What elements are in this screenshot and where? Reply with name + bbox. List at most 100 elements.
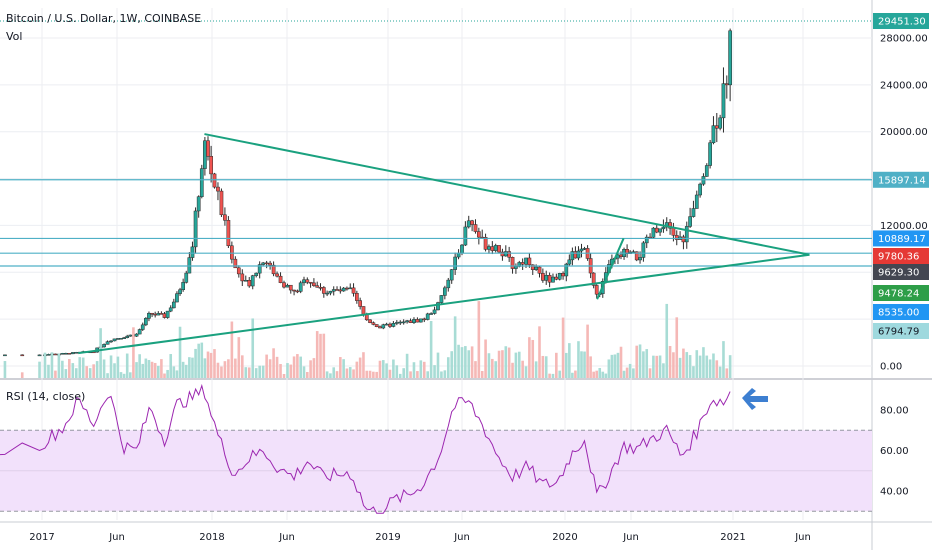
candle-body (463, 226, 468, 246)
candle-body (254, 272, 259, 276)
candle-body (70, 352, 75, 355)
candle-body (219, 190, 224, 216)
volume-bar (548, 373, 551, 378)
volume-bar (223, 361, 227, 378)
volume-bar (244, 367, 248, 378)
rsi-line (0, 383, 731, 514)
volume-bar (619, 346, 623, 378)
volume-bar (43, 352, 47, 378)
candle-body (564, 263, 569, 277)
price-tick-label: 12000.00 (880, 221, 928, 232)
time-tick-label: 2019 (375, 532, 400, 543)
volume-bar (64, 369, 68, 378)
candle-body (355, 292, 359, 301)
candle-body (415, 319, 420, 323)
volume-bar (392, 359, 395, 378)
candle-body (638, 257, 642, 261)
candle-body (302, 279, 306, 284)
volume-bar (332, 367, 336, 378)
volume-bar (514, 352, 518, 378)
candle-body (401, 321, 406, 324)
candle-body (711, 125, 716, 144)
volume-bar (265, 354, 268, 378)
volume-bar (71, 363, 75, 378)
candle-body (694, 194, 699, 209)
candle-body (544, 275, 549, 281)
candle-body (684, 226, 689, 243)
volume-bar (102, 359, 106, 378)
volume-bar (409, 371, 412, 378)
volume-bar (480, 370, 484, 378)
candle-body (74, 352, 79, 354)
volume-bar (109, 355, 113, 378)
candle-body (20, 354, 25, 357)
candle-body (230, 245, 234, 260)
candle-body (3, 354, 7, 357)
candle-body (275, 273, 279, 277)
volume-bar (645, 349, 649, 378)
volume-bar (484, 339, 487, 378)
candle-body (466, 220, 471, 228)
candle-body (573, 251, 578, 259)
volume-bar (385, 363, 388, 378)
candle-body (345, 287, 349, 290)
candle-body (644, 236, 649, 244)
candle-body (125, 335, 130, 338)
volume-bar (665, 303, 669, 378)
time-tick-label: 2021 (720, 532, 745, 543)
volume-bar (47, 364, 50, 378)
price-tick-label: 20000.00 (880, 127, 928, 138)
volume-bar (708, 359, 712, 378)
volume-label: Vol (6, 30, 23, 43)
volume-bar (335, 371, 339, 378)
candle-body (116, 338, 120, 340)
candle-body (226, 220, 231, 247)
volume-bar (302, 366, 306, 378)
candle-body (119, 337, 123, 340)
candle-body (206, 140, 210, 157)
candle-body (147, 312, 151, 319)
candle-body (688, 216, 692, 227)
volume-bar (116, 356, 120, 378)
volume-bar (601, 371, 605, 378)
volume-bar (305, 372, 309, 378)
candle-body (257, 264, 262, 274)
volume-bar (538, 326, 541, 378)
volume-bar (446, 357, 450, 378)
volume-bar (568, 343, 571, 378)
volume-bar (662, 363, 665, 378)
price-level-tag (873, 285, 929, 301)
candle-body (728, 30, 732, 86)
candle-body (490, 246, 495, 251)
candle-body (422, 318, 427, 321)
candle-body (247, 280, 252, 287)
volume-bar (586, 324, 589, 378)
volume-bar (61, 360, 64, 378)
volume-bar (220, 366, 223, 378)
volume-bar (184, 364, 188, 378)
volume-bar (402, 368, 405, 378)
candle-body (527, 257, 532, 266)
candle-body (184, 272, 189, 283)
volume-bar (309, 360, 312, 378)
volume-bar (166, 369, 169, 378)
candle-body (321, 287, 326, 294)
candle-body (579, 248, 584, 252)
volume-bar (147, 360, 151, 378)
volume-bar (440, 371, 443, 378)
volume-bar (705, 355, 709, 378)
candle-body (282, 282, 286, 288)
volume-bar (561, 317, 565, 378)
candle-body (436, 302, 440, 311)
volume-bar (658, 355, 662, 378)
candle-body (381, 324, 386, 329)
volume-bar (613, 354, 617, 378)
volume-bar (251, 318, 255, 378)
volume-bar (405, 353, 409, 378)
candle-body (140, 324, 145, 330)
volume-bar (648, 368, 652, 378)
volume-bar (504, 346, 508, 378)
volume-bar (464, 346, 467, 378)
candle-body (105, 341, 110, 345)
volume-bar (728, 355, 732, 378)
